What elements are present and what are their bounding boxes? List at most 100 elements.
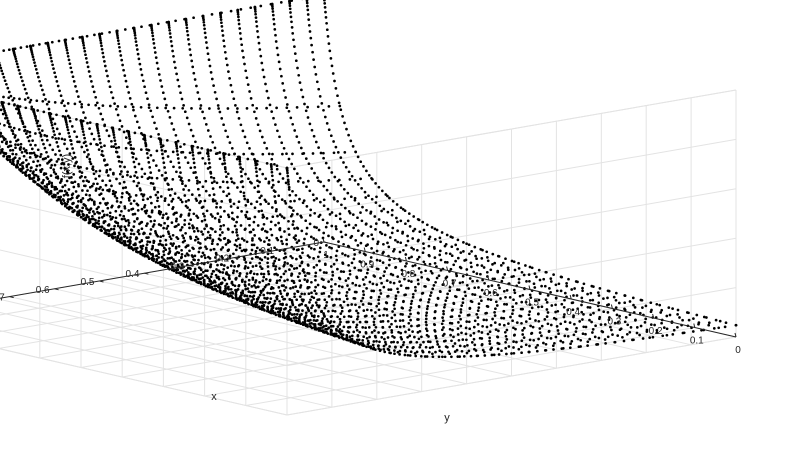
data-point (289, 116, 293, 120)
data-point (369, 345, 373, 348)
data-point (335, 297, 338, 301)
data-point (146, 197, 150, 201)
data-point (314, 278, 317, 282)
data-point (519, 314, 523, 318)
data-point (546, 322, 550, 326)
data-point (235, 220, 238, 224)
data-point (60, 137, 64, 141)
data-point (94, 95, 98, 99)
data-point (581, 289, 584, 293)
data-point (136, 52, 140, 56)
grid-line (245, 327, 695, 406)
data-point (464, 332, 468, 336)
data-point (24, 106, 28, 110)
data-point (287, 317, 291, 320)
data-point (582, 313, 585, 316)
data-point (345, 294, 348, 298)
data-point (424, 345, 428, 349)
data-point (505, 338, 509, 341)
data-point (57, 195, 60, 199)
data-point (518, 294, 522, 298)
data-point (209, 275, 213, 279)
data-point (149, 135, 153, 138)
data-point (575, 294, 579, 297)
data-point (121, 192, 124, 195)
data-point (152, 223, 156, 226)
data-point (113, 139, 117, 142)
data-point (242, 248, 246, 252)
data-point (356, 229, 360, 233)
data-point (455, 348, 459, 352)
data-point (297, 141, 301, 144)
data-point (20, 151, 24, 154)
data-point (278, 172, 282, 176)
data-point (284, 96, 287, 99)
data-point (139, 221, 143, 224)
data-point (150, 257, 154, 261)
data-point (490, 353, 494, 357)
data-point (215, 202, 219, 205)
data-point (274, 33, 277, 37)
data-point (416, 258, 419, 261)
data-point (602, 310, 606, 314)
data-point (324, 263, 327, 267)
data-point (436, 343, 440, 346)
data-point (11, 132, 15, 136)
x-tick-label: 0.5 (81, 277, 95, 288)
data-point (517, 281, 521, 284)
data-point (48, 53, 52, 57)
data-point (342, 161, 345, 164)
data-point (184, 254, 187, 258)
data-point (153, 186, 156, 190)
data-point (82, 133, 86, 137)
data-point (653, 323, 656, 327)
data-point (83, 136, 86, 140)
data-point (55, 127, 59, 131)
data-point (246, 200, 250, 204)
data-point (166, 224, 170, 228)
data-point (110, 145, 113, 148)
data-point (306, 271, 309, 275)
data-point (198, 180, 202, 184)
data-point (5, 82, 8, 86)
data-point (366, 268, 370, 271)
data-point (382, 285, 386, 289)
data-point (68, 205, 71, 209)
data-point (266, 261, 269, 265)
data-point (20, 161, 24, 165)
data-point (576, 307, 580, 311)
data-point (168, 235, 172, 238)
data-point (491, 252, 495, 256)
data-point (85, 213, 89, 217)
data-point (102, 227, 106, 231)
data-point (126, 173, 129, 177)
data-point (201, 276, 205, 279)
data-point (11, 98, 15, 102)
data-point (197, 258, 200, 262)
data-point (371, 343, 375, 347)
data-point (9, 149, 12, 152)
data-point (45, 102, 49, 106)
data-point (575, 326, 578, 330)
data-point (349, 195, 353, 199)
data-point (49, 174, 53, 177)
data-point (201, 185, 205, 189)
data-point (156, 22, 160, 26)
data-point (96, 122, 99, 126)
data-point (329, 256, 333, 259)
data-point (132, 160, 136, 164)
data-point (11, 129, 15, 133)
data-point (423, 232, 427, 236)
data-point (511, 319, 514, 323)
data-point (251, 265, 255, 268)
data-point (324, 161, 328, 165)
data-point (257, 210, 261, 213)
data-point (372, 323, 376, 327)
data-point (243, 294, 247, 297)
data-point (554, 335, 558, 339)
data-point (91, 210, 95, 213)
data-point (113, 232, 117, 236)
data-point (324, 327, 327, 331)
data-point (228, 77, 231, 80)
data-point (99, 185, 102, 189)
